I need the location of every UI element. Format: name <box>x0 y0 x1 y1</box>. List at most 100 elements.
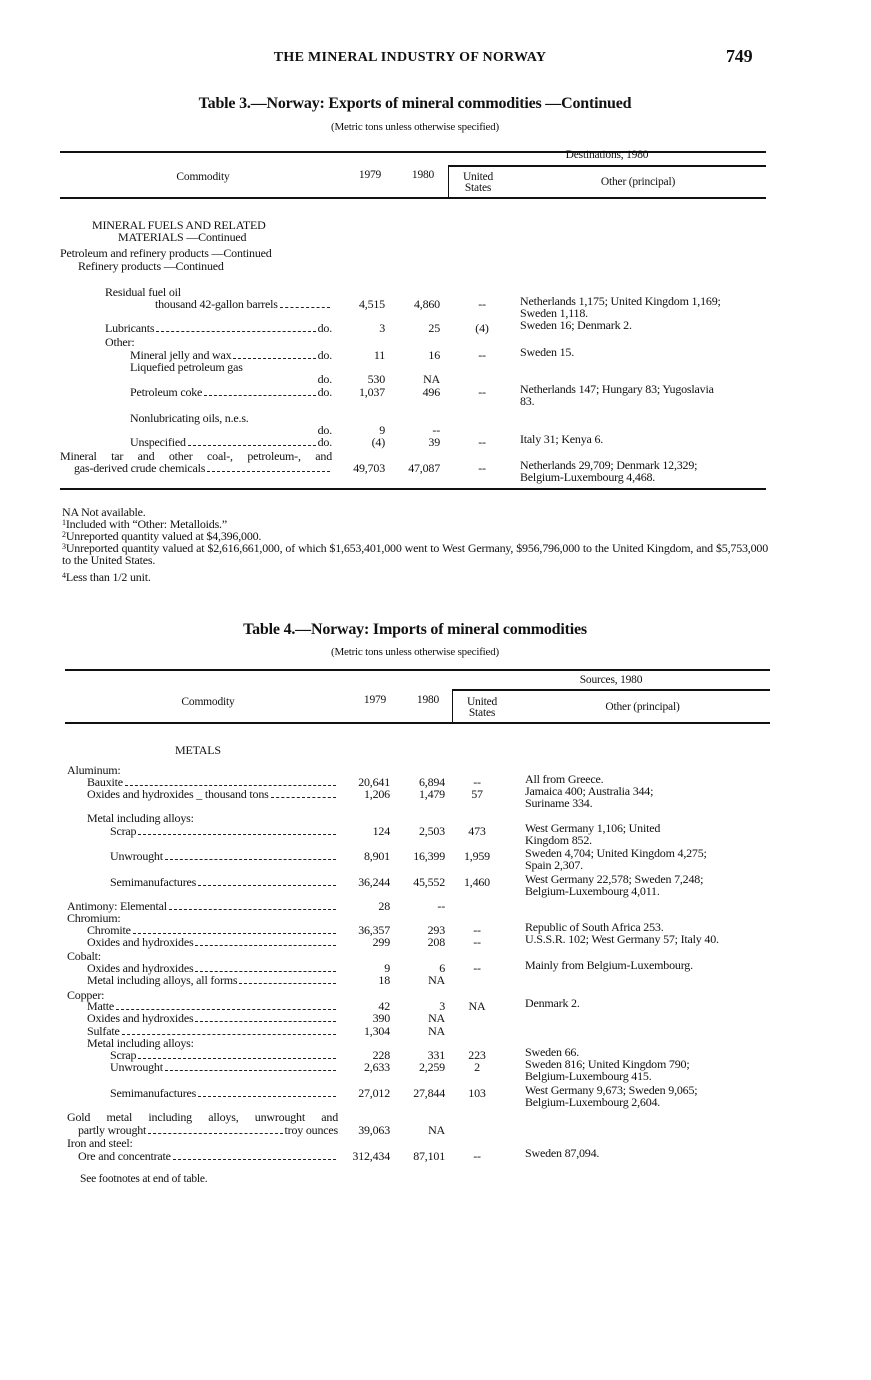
row-label: thousand 42-gallon barrels <box>155 298 332 310</box>
commodity-name: thousand 42-gallon barrels <box>155 297 278 311</box>
row-label: do. <box>130 373 333 385</box>
other-principal: Mainly from Belgium-Luxembourg. <box>525 958 693 972</box>
row-label: Metal including alloys: <box>87 1037 194 1049</box>
commodity-name: Metal including alloys: <box>87 811 194 825</box>
commodity-name: Scrap <box>110 1048 137 1062</box>
value-1980: NA <box>428 1123 445 1137</box>
commodity-name: partly wrought <box>78 1123 147 1137</box>
table4-top-rule <box>65 669 770 671</box>
commodity-name: Ore and concentrate <box>78 1149 171 1163</box>
row-label: Mineral jelly and wax do. <box>130 349 332 361</box>
value-1979: 1,037 <box>358 385 385 399</box>
row-label: Cobalt: <box>67 950 101 962</box>
value-1980: -- <box>437 899 445 913</box>
table4-note: See footnotes at end of table. <box>80 1173 208 1185</box>
value-united-states: -- <box>473 935 481 949</box>
value-1980: 16,399 <box>413 849 445 863</box>
table4-header-1979: 1979 <box>363 694 387 706</box>
row-label: Oxides and hydroxides <box>87 962 338 974</box>
other-principal: U.S.S.R. 102; West Germany 57; Italy 40. <box>525 932 719 946</box>
commodity-name: Antimony: Elemental <box>67 899 167 913</box>
other-principal: All from Greece. <box>525 772 604 786</box>
other-principal: Netherlands 29,709; Denmark 12,329; Belg… <box>520 458 698 484</box>
row-label: Copper: <box>67 989 104 1001</box>
value-1979: 27,012 <box>358 1086 390 1100</box>
row-label: Iron and steel: <box>67 1137 133 1149</box>
row-label: Sulfate <box>87 1025 338 1037</box>
table3-header-other: Other (principal) <box>600 176 676 188</box>
value-united-states: 57 <box>471 787 483 801</box>
footnote: 1Included with “Other: Metalloids.” <box>62 518 768 530</box>
dot-leader <box>156 331 316 332</box>
dot-leader <box>198 885 336 886</box>
commodity-name: MATERIALS —Continued <box>118 230 247 244</box>
value-united-states: NA <box>468 999 486 1013</box>
value-1979: 124 <box>372 824 391 838</box>
dot-leader <box>207 471 330 472</box>
row-label: Semimanufactures <box>110 876 338 888</box>
table4-group-header: Sources, 1980 <box>579 674 643 686</box>
commodity-name: Iron and steel: <box>67 1136 133 1150</box>
unit-label: troy ounces <box>284 1123 339 1137</box>
commodity-name: Nonlubricating oils, n.e.s. <box>130 411 249 425</box>
value-1979: 9 <box>384 961 390 975</box>
footnote-text: Unreported quantity valued at $4,396,000… <box>65 529 262 543</box>
commodity-name: Petroleum coke <box>130 385 203 399</box>
value-united-states: -- <box>478 348 486 362</box>
row-label: Oxides and hydroxides _ thousand tons <box>87 788 338 800</box>
other-principal: Sweden 87,094. <box>525 1146 600 1160</box>
row-label: Matte <box>87 1000 338 1012</box>
commodity-name: Semimanufactures <box>110 875 197 889</box>
dot-leader <box>239 983 336 984</box>
row-label: Unwrought <box>110 850 338 862</box>
value-1980: 331 <box>427 1048 446 1062</box>
value-1979: 36,244 <box>358 875 390 889</box>
footnote-text: Unreported quantity valued at $2,616,661… <box>62 541 768 567</box>
row-label: Ore and concentrate <box>78 1150 338 1162</box>
commodity-name: Oxides and hydroxides <box>87 961 194 975</box>
unit-label: do. <box>317 321 333 335</box>
value-1980: -- <box>432 423 440 437</box>
other-principal: Sweden 4,704; United Kingdom 4,275; Spai… <box>525 846 707 872</box>
table4-header-other: Other (principal) <box>605 701 680 713</box>
value-1979: 11 <box>373 348 385 362</box>
running-title: THE MINERAL INDUSTRY OF NORWAY <box>273 50 547 65</box>
footnote: NA Not available. <box>62 506 768 518</box>
row-label: Unwrought <box>110 1061 338 1073</box>
commodity-name: Sulfate <box>87 1024 120 1038</box>
commodity-name: Metal including alloys: <box>87 1036 194 1050</box>
dot-leader <box>204 395 316 396</box>
value-1979: 8,901 <box>363 849 390 863</box>
value-united-states: -- <box>473 961 481 975</box>
other-principal: Netherlands 1,175; United Kingdom 1,169;… <box>520 294 721 320</box>
row-label: Mineral tar and other coal-, petroleum-,… <box>60 450 332 462</box>
footnote-text: Included with “Other: Metalloids.” <box>65 517 227 531</box>
commodity-name: Semimanufactures <box>110 1086 197 1100</box>
value-1979: 299 <box>372 935 391 949</box>
commodity-name: Scrap <box>110 824 137 838</box>
dot-leader <box>195 1021 336 1022</box>
table4-title: Table 4.—Norway: Imports of mineral comm… <box>243 621 587 638</box>
commodity-name: Residual fuel oil <box>105 285 181 299</box>
table4-header-rule <box>65 722 770 724</box>
table3-group-rule <box>448 165 766 167</box>
footnote-mark: 2 <box>62 530 66 539</box>
value-1980: NA <box>428 1024 445 1038</box>
commodity-name: Chromite <box>87 923 131 937</box>
table3-header-us: United States <box>462 171 494 194</box>
table3-header-rule <box>60 197 766 199</box>
table3-header-1979: 1979 <box>358 169 382 181</box>
value-1980: 208 <box>427 935 446 949</box>
value-1980: NA <box>423 372 440 386</box>
value-1980: 4,860 <box>413 297 440 311</box>
row-label: Metal including alloys: <box>87 812 194 824</box>
commodity-name: Matte <box>87 999 114 1013</box>
other-principal: Sweden 16; Denmark 2. <box>520 318 632 332</box>
commodity-name: Oxides and hydroxides <box>87 1011 194 1025</box>
unit-label: do. <box>317 423 333 437</box>
row-label: Semimanufactures <box>110 1087 338 1099</box>
row-label: Bauxite <box>87 776 338 788</box>
dot-leader <box>132 933 336 934</box>
table3-col-divider <box>448 166 449 198</box>
footnote: 3Unreported quantity valued at $2,616,66… <box>62 542 768 566</box>
